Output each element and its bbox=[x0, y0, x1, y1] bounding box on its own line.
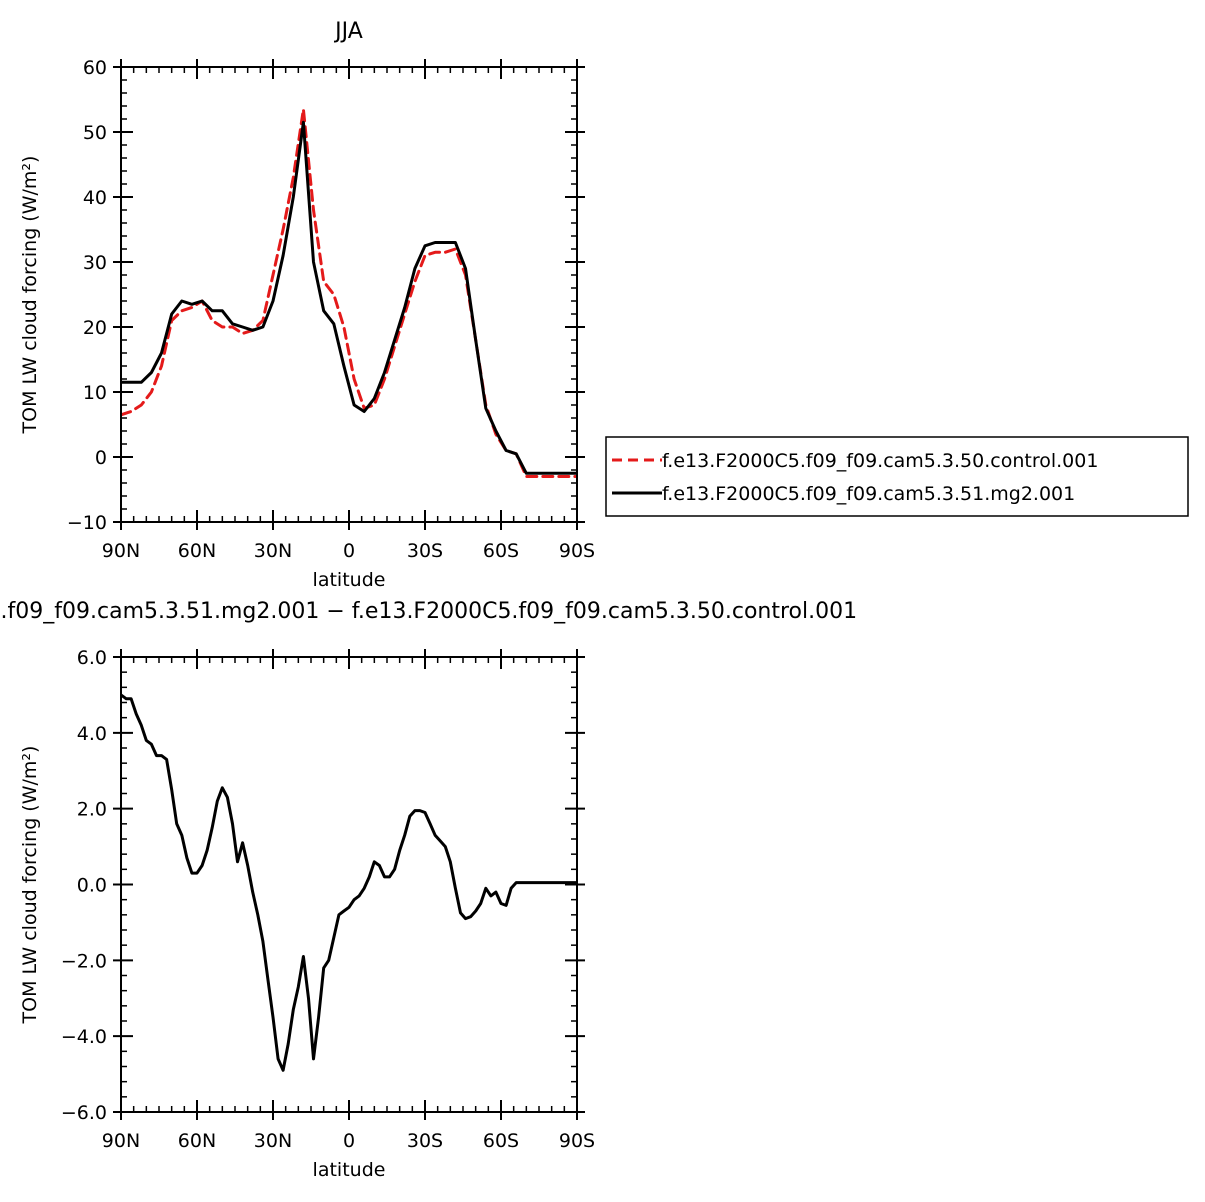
x-axis-label: latitude bbox=[313, 1159, 386, 1181]
y-tick-label: 6.0 bbox=[77, 647, 107, 669]
y-tick-label: 0 bbox=[95, 447, 107, 469]
series-line-0 bbox=[121, 693, 577, 1072]
y-tick-label: 60 bbox=[83, 57, 107, 79]
x-tick-label: 60S bbox=[483, 1130, 519, 1152]
y-tick-label: 40 bbox=[83, 187, 107, 209]
y-tick-label: 0.0 bbox=[77, 875, 107, 897]
y-axis-label: TOM LW cloud forcing (W/m²) bbox=[19, 156, 41, 435]
x-tick-label: 0 bbox=[343, 1130, 355, 1152]
x-tick-label: 30S bbox=[407, 540, 443, 562]
panel-jja: JJA 90N 60N 30N 0 30S 60S 90S −10 0 10 20 30 40 50 60 la… bbox=[19, 19, 595, 591]
x-tick-label: 90S bbox=[559, 540, 595, 562]
x-axis-label: latitude bbox=[313, 569, 386, 591]
y-tick-label: 4.0 bbox=[77, 723, 107, 745]
chart-title: f.e13.F2000C5.f09_f09.cam5.3.51.mg2.001 … bbox=[0, 599, 857, 624]
y-tick-label: −6.0 bbox=[61, 1102, 107, 1124]
x-tick-label: 90S bbox=[559, 1130, 595, 1152]
x-tick-label: 30S bbox=[407, 1130, 443, 1152]
y-tick-label: 10 bbox=[83, 382, 107, 404]
plot-frame bbox=[120, 66, 578, 523]
y-tick-label: −4.0 bbox=[61, 1026, 107, 1048]
y-tick-label: 50 bbox=[83, 122, 107, 144]
legend: f.e13.F2000C5.f09_f09.cam5.3.50.control.… bbox=[605, 436, 1189, 517]
x-tick-label: 0 bbox=[343, 540, 355, 562]
y-tick-label: −2.0 bbox=[61, 950, 107, 972]
x-tick-label: 90N bbox=[102, 540, 140, 562]
y-tick-label: 20 bbox=[83, 317, 107, 339]
panel-difference: f.e13.F2000C5.f09_f09.cam5.3.51.mg2.001 … bbox=[0, 599, 857, 1181]
x-tick-label: 30N bbox=[254, 1130, 292, 1152]
plot-frame bbox=[120, 656, 578, 1113]
legend-label-0: f.e13.F2000C5.f09_f09.cam5.3.50.control.… bbox=[662, 450, 1098, 472]
y-axis-label: TOM LW cloud forcing (W/m²) bbox=[19, 746, 41, 1025]
x-tick-label: 30N bbox=[254, 540, 292, 562]
x-tick-label: 60N bbox=[178, 540, 216, 562]
series-line-0 bbox=[121, 107, 577, 478]
series-line-1 bbox=[121, 120, 577, 475]
legend-label-1: f.e13.F2000C5.f09_f09.cam5.3.51.mg2.001 bbox=[662, 483, 1075, 505]
y-tick-label: 2.0 bbox=[77, 799, 107, 821]
x-tick-label: 60N bbox=[178, 1130, 216, 1152]
x-tick-label: 60S bbox=[483, 540, 519, 562]
legend-box bbox=[605, 436, 1189, 517]
x-tick-label: 90N bbox=[102, 1130, 140, 1152]
chart-title: JJA bbox=[333, 19, 363, 44]
y-tick-label: 30 bbox=[83, 252, 107, 274]
y-tick-label: −10 bbox=[67, 512, 107, 534]
